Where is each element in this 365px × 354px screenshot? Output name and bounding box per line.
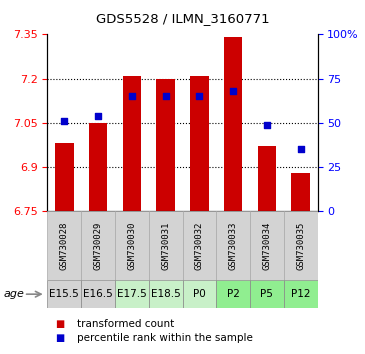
Text: GDS5528 / ILMN_3160771: GDS5528 / ILMN_3160771: [96, 12, 269, 25]
Bar: [156, 79, 175, 211]
Bar: [115, 280, 149, 308]
Bar: [182, 280, 216, 308]
Bar: [291, 173, 310, 211]
Bar: [149, 280, 182, 308]
Bar: [258, 147, 276, 211]
Bar: [47, 211, 81, 280]
Text: P0: P0: [193, 289, 206, 299]
Text: GSM730032: GSM730032: [195, 222, 204, 270]
Point: [163, 93, 169, 99]
Text: E18.5: E18.5: [151, 289, 181, 299]
Point: [298, 147, 304, 152]
Text: GSM730033: GSM730033: [228, 222, 238, 270]
Bar: [81, 280, 115, 308]
Bar: [190, 76, 209, 211]
Text: P2: P2: [227, 289, 239, 299]
Text: P5: P5: [261, 289, 273, 299]
Bar: [250, 280, 284, 308]
Text: age: age: [4, 289, 24, 299]
Bar: [224, 37, 242, 211]
Point: [95, 113, 101, 119]
Bar: [284, 280, 318, 308]
Point: [230, 88, 236, 94]
Text: GSM730028: GSM730028: [60, 222, 69, 270]
Point: [196, 93, 202, 99]
Bar: [47, 280, 81, 308]
Text: ■: ■: [55, 333, 64, 343]
Bar: [182, 211, 216, 280]
Bar: [123, 76, 141, 211]
Text: GSM730030: GSM730030: [127, 222, 137, 270]
Text: E16.5: E16.5: [83, 289, 113, 299]
Bar: [81, 211, 115, 280]
Bar: [216, 280, 250, 308]
Bar: [284, 211, 318, 280]
Bar: [115, 211, 149, 280]
Text: GSM730034: GSM730034: [262, 222, 272, 270]
Point: [61, 118, 67, 124]
Point: [129, 93, 135, 99]
Bar: [89, 123, 107, 211]
Bar: [55, 143, 74, 211]
Text: GSM730035: GSM730035: [296, 222, 305, 270]
Text: E15.5: E15.5: [49, 289, 79, 299]
Text: P12: P12: [291, 289, 310, 299]
Text: percentile rank within the sample: percentile rank within the sample: [77, 333, 253, 343]
Text: transformed count: transformed count: [77, 319, 174, 329]
Text: E17.5: E17.5: [117, 289, 147, 299]
Point: [264, 122, 270, 127]
Text: GSM730029: GSM730029: [93, 222, 103, 270]
Bar: [250, 211, 284, 280]
Bar: [149, 211, 182, 280]
Bar: [216, 211, 250, 280]
Text: ■: ■: [55, 319, 64, 329]
Text: GSM730031: GSM730031: [161, 222, 170, 270]
